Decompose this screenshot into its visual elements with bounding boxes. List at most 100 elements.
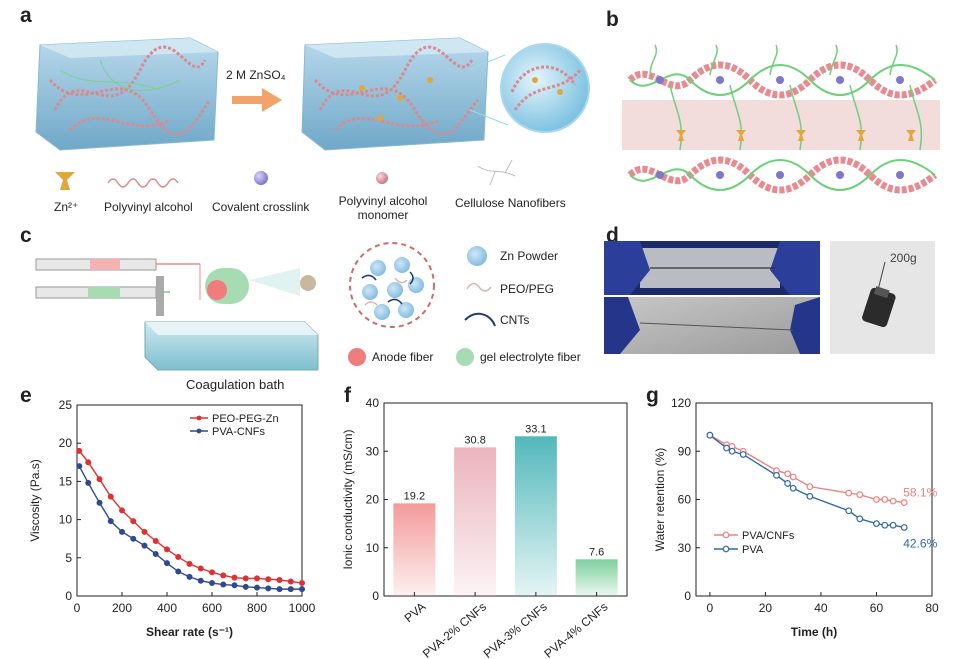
chart-g-legend-marker bbox=[722, 531, 730, 539]
chart-g-end-annotation: 58.1% bbox=[903, 486, 937, 500]
chart-g-data-point bbox=[723, 444, 730, 452]
peo-peg-icon bbox=[466, 282, 492, 292]
chart-e-data-point bbox=[231, 582, 238, 589]
legend-anode-fiber: Anode fiber bbox=[372, 350, 434, 364]
chart-e-xtick-label: 1000 bbox=[289, 601, 316, 615]
chart-f-bar bbox=[575, 559, 618, 596]
legend-zn-powder: Zn Powder bbox=[500, 249, 559, 263]
chart-g-data-point bbox=[806, 483, 814, 491]
chart-g-data-point bbox=[784, 480, 792, 487]
chart-e-data-point bbox=[276, 576, 283, 583]
chart-e-data-point bbox=[209, 569, 216, 576]
chart-e-data-point bbox=[76, 463, 83, 470]
legend-peo-peg: PEO/PEG bbox=[500, 282, 555, 296]
reaction-arrow bbox=[232, 88, 282, 112]
chart-f-value-label: 30.8 bbox=[464, 434, 485, 446]
chart-g-series-line bbox=[709, 434, 905, 504]
chart-g-data-point bbox=[784, 470, 792, 478]
pva-chain-icon bbox=[107, 178, 179, 188]
coagulation-bath-label: Coagulation bath bbox=[186, 377, 285, 392]
chart-e-data-point bbox=[141, 528, 148, 535]
chart-e-data-point bbox=[164, 560, 171, 567]
chart-g-data-point bbox=[900, 524, 908, 531]
chart-g-data-point bbox=[845, 489, 853, 497]
chart-g-data-point bbox=[806, 492, 814, 500]
fiber-photo-stretch bbox=[604, 241, 820, 295]
chart-g-data-point bbox=[789, 484, 797, 492]
chart-e-data-point bbox=[164, 546, 171, 553]
chart-e-data-point bbox=[175, 554, 182, 561]
chart-g-data-point bbox=[856, 515, 864, 523]
chart-e-axes-frame bbox=[76, 404, 303, 597]
chart-e-ytick-label: 10 bbox=[59, 513, 73, 527]
chart-e-data-point bbox=[231, 574, 238, 581]
chart-e-data-point bbox=[209, 580, 216, 587]
chart-g-xtick-label: 20 bbox=[759, 601, 773, 615]
chart-e-ytick-label: 0 bbox=[65, 589, 72, 603]
chart-g-xtick-label: 80 bbox=[925, 601, 939, 615]
chart-e-data-point bbox=[287, 578, 294, 585]
weight-load-photo bbox=[830, 241, 935, 354]
chart-e-data-point bbox=[299, 580, 306, 587]
chart-e-legend-label: PEO-PEG-Zn bbox=[212, 413, 279, 425]
chart-f-ytick-label: 30 bbox=[366, 444, 380, 458]
chart-e-data-point bbox=[276, 586, 283, 593]
panel-e-letter: e bbox=[20, 384, 32, 407]
chart-g-legend-marker bbox=[722, 545, 730, 553]
chart-e-data-point bbox=[107, 518, 114, 525]
chart-e-data-point bbox=[254, 575, 261, 582]
chart-e-data-point bbox=[130, 518, 137, 525]
chart-e-data-point bbox=[130, 535, 137, 542]
chart-e-ytick-label: 15 bbox=[59, 474, 73, 488]
chart-g-data-point bbox=[889, 497, 897, 505]
chart-e-data-point bbox=[220, 572, 227, 579]
chart-g-data-point bbox=[773, 471, 780, 479]
cnts-icon bbox=[464, 312, 496, 327]
gel-block-after bbox=[301, 37, 509, 151]
chart-e-data-point bbox=[197, 577, 204, 584]
chart-e-data-point bbox=[186, 573, 193, 580]
chart-e-legend-label: PVA-CNFs bbox=[212, 426, 265, 438]
chart-g-ytick-label: 30 bbox=[678, 541, 692, 555]
chart-g-data-point bbox=[889, 521, 897, 529]
chart-e-xtick-label: 400 bbox=[157, 601, 177, 615]
chart-g-xlabel: Time (h) bbox=[791, 625, 837, 639]
panel-f-letter: f bbox=[344, 384, 351, 407]
chart-g-xtick-label: 60 bbox=[870, 601, 884, 615]
chart-e-ylabel: Viscosity (Pa.s) bbox=[28, 459, 42, 541]
chart-e-xtick-label: 0 bbox=[74, 601, 81, 615]
chart-g-data-point bbox=[845, 507, 853, 515]
chart-f-bar bbox=[514, 436, 557, 596]
legend-crosslink: Covalent crosslink bbox=[212, 200, 310, 214]
chart-f-ytick-label: 0 bbox=[372, 589, 379, 603]
fiber-photo-bend bbox=[604, 297, 820, 354]
chart-e-data-point bbox=[76, 447, 83, 454]
chart-f-value-label: 33.1 bbox=[525, 423, 546, 435]
chart-e-ytick-label: 5 bbox=[65, 551, 72, 565]
chart-g-ytick-label: 0 bbox=[684, 589, 691, 603]
chart-f-bar bbox=[454, 447, 497, 596]
chart-g-data-point bbox=[789, 473, 797, 481]
panel-b-letter: b bbox=[606, 8, 619, 31]
chart-e-xlabel: Shear rate (s⁻¹) bbox=[146, 625, 233, 639]
chart-g-data-point bbox=[881, 496, 889, 503]
legend-cnts: CNTs bbox=[500, 313, 530, 327]
chart-e-data-point bbox=[152, 537, 159, 544]
chart-e-data-point bbox=[265, 585, 272, 592]
chart-g-data-point bbox=[881, 521, 889, 529]
panel-c-letter: c bbox=[20, 224, 32, 247]
chart-f-ylabel: Ionic conductivity (mS/cm) bbox=[341, 429, 355, 569]
legend-zn-ion: Zn²⁺ bbox=[54, 200, 79, 214]
chart-e-data-point bbox=[96, 499, 103, 506]
chart-g-xtick-label: 0 bbox=[707, 601, 714, 615]
coaxial-spinning-setup bbox=[35, 258, 319, 371]
chart-e-data-point bbox=[242, 583, 249, 590]
chart-e-data-point bbox=[141, 542, 148, 549]
chart-g-axes-frame bbox=[695, 402, 933, 597]
chart-e-legend-marker bbox=[196, 428, 202, 434]
chart-e-data-point bbox=[118, 507, 125, 514]
chart-e-legend-marker bbox=[196, 415, 202, 421]
chart-g-legend-label: PVA/CNFs bbox=[742, 530, 795, 542]
